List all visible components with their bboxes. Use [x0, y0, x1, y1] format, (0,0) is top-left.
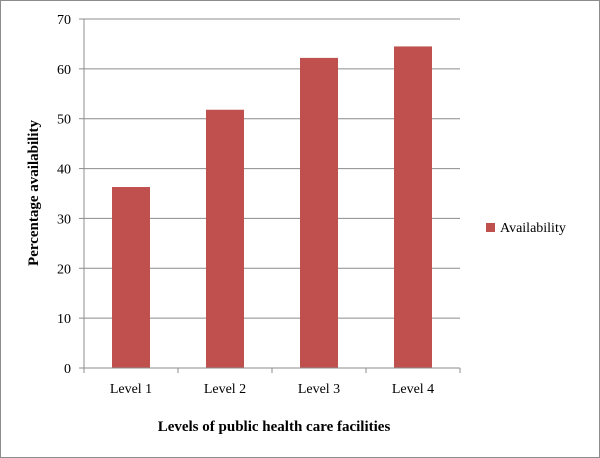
y-tick-label: 20: [57, 262, 71, 277]
legend-label-availability: Availability: [500, 221, 566, 236]
bar: [394, 46, 432, 369]
y-tick-labels: 0 10 20 30 40 50 60 70: [57, 13, 71, 377]
y-tick-label: 30: [57, 212, 71, 227]
x-tick-label: Level 2: [204, 382, 246, 397]
y-tick-label: 70: [57, 13, 71, 28]
x-tick-label: Level 1: [110, 382, 152, 397]
y-tick-label: 40: [57, 163, 71, 178]
x-tick-label: Level 3: [298, 382, 340, 397]
y-tick-label: 10: [57, 312, 71, 327]
bar: [300, 57, 338, 368]
legend-swatch-availability: [486, 223, 495, 232]
y-tick-label: 50: [57, 113, 71, 128]
legend: Availability: [486, 221, 566, 236]
bar: [112, 187, 150, 368]
y-tick-label: 60: [57, 63, 71, 78]
axes: [83, 19, 461, 373]
bar: [206, 109, 244, 369]
y-axis-title: Percentage availability: [26, 120, 42, 266]
y-tick-label: 0: [64, 362, 71, 377]
x-tick-label: Level 4: [392, 382, 434, 397]
bars: [112, 46, 432, 369]
x-tick-labels: Level 1 Level 2 Level 3 Level 4: [110, 382, 434, 397]
x-axis-title: Levels of public health care facilities: [158, 419, 391, 435]
